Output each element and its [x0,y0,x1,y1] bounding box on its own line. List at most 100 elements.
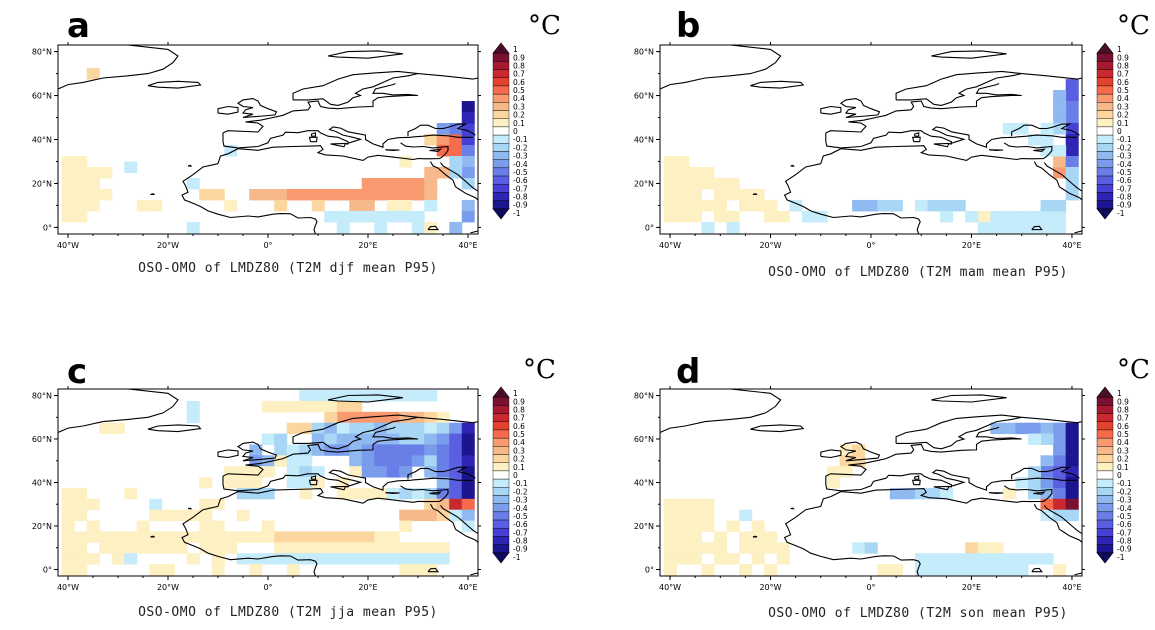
anomaly-cell [990,553,1004,565]
anomaly-cell [1053,444,1067,456]
anomaly-cell [149,509,163,522]
anomaly-cell [1002,123,1016,135]
anomaly-cell [1027,553,1042,565]
coastline [417,416,478,424]
anomaly-cell [136,199,150,212]
anomaly-cell [61,177,75,190]
anomaly-cell [449,466,463,478]
anomaly-cell [726,221,740,234]
anomaly-cell [663,520,677,532]
colorbar-label: -0.1 [513,135,528,144]
anomaly-cell [436,433,450,445]
anomaly-cell [199,520,213,532]
anomaly-cell [224,477,238,489]
coastline [931,50,1007,59]
anomaly-cell [1053,166,1067,179]
coastline [217,145,419,164]
anomaly-cell [311,433,325,445]
anomaly-cell [676,210,690,223]
coastline [1011,123,1080,137]
anomaly-cell [977,564,991,576]
coastline [1003,142,1053,160]
anomaly-cell [1053,422,1067,435]
anomaly-cell [1040,487,1054,500]
colorbar-label: -0.4 [513,160,528,169]
anomaly-cell [299,455,313,467]
anomaly-cell [349,433,363,445]
coastline [895,70,1022,106]
anomaly-cell [186,411,200,424]
anomaly-cell [349,455,363,467]
colorbar-label: -0.4 [513,504,528,513]
coastline [222,126,473,149]
anomaly-cell [827,477,841,489]
anomaly-cell [211,553,225,565]
coastline [1021,416,1082,424]
anomaly-cell [436,144,450,157]
colorbar-label: 0.6 [1117,422,1129,431]
anomaly-cell [1065,487,1079,500]
anomaly-cell [336,422,350,435]
colorbar-arrow-bottom [492,208,510,220]
anomaly-cell [864,542,878,554]
panel-letter: b [676,6,700,46]
coastline [440,504,478,535]
colorbar-label: -0.2 [513,143,528,152]
anomaly-cell [1027,433,1042,445]
anomaly-cell [261,400,275,413]
anomaly-cell [424,466,438,478]
colorbar-swatch [492,93,510,103]
anomaly-cell [361,542,375,554]
coastline [790,507,795,510]
anomaly-cell [1053,210,1067,223]
anomaly-cell [361,390,375,402]
anomaly-cell [726,177,740,190]
anomaly-cell [349,542,363,554]
anomaly-cell [374,188,388,201]
anomaly-cell [1015,564,1029,576]
map-panel-d: 40°W 20°W 0° 20°E 40°E 80°N 60°N 40°N 20°N 0° d OSO… [634,352,1150,621]
y-tick-label: 0° [43,223,52,232]
colorbar-label: -0.2 [1117,143,1132,152]
colorbar-label: -0.9 [513,201,528,210]
colorbar-swatch [1096,175,1114,185]
colorbar-swatch [492,544,510,554]
colorbar-swatch [492,200,510,210]
anomaly-cell [199,542,213,554]
anomaly-cell [99,542,113,554]
colorbar-swatch [1096,200,1114,210]
coastlines [58,45,478,234]
colorbar-arrow-top [1096,42,1114,54]
anomaly-cell [436,498,450,511]
coastline [914,132,920,137]
anomaly-cell [424,455,438,467]
anomaly-cell [1065,144,1079,157]
anomaly-cell [249,487,263,500]
coastline [147,80,202,89]
anomaly-cell [336,210,350,223]
colorbar-unit-label: °C [523,355,556,385]
anomaly-cell [1040,477,1054,489]
coastline [222,469,473,492]
anomaly-cell [286,455,300,467]
anomaly-cell [889,487,903,500]
anomaly-cell [386,390,400,402]
colorbar-label: 0.3 [513,102,525,111]
anomaly-cell [1015,123,1029,135]
anomaly-cell [136,531,150,543]
anomaly-cell [1053,123,1067,135]
coastline [310,132,317,137]
anomaly-cell [361,177,375,190]
colorbar-swatch [492,151,510,160]
anomaly-cell [701,520,715,532]
anomaly-cell [299,477,313,489]
anomaly-cell [74,564,88,576]
anomaly-cell [324,400,338,413]
panel-caption: OSO-OMO of LMDZ80 (T2M djf mean P95) [138,261,438,276]
x-tick-label: 0° [866,583,875,592]
colorbar-label: -0.7 [513,184,528,193]
anomaly-cell [411,509,425,522]
anomaly-cell [1065,455,1079,467]
anomaly-cell [1053,466,1067,478]
anomaly-cell [261,188,275,201]
